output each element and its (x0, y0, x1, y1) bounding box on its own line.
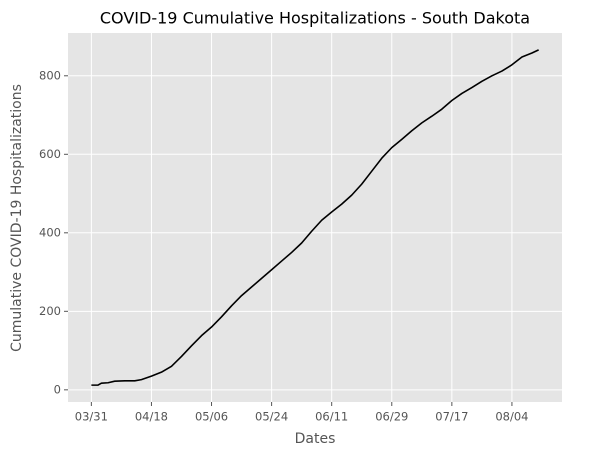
y-tick-label: 600 (39, 147, 61, 161)
x-tick-label: 05/06 (195, 410, 228, 424)
x-tick-label: 05/24 (255, 410, 288, 424)
x-tick-label: 07/17 (435, 410, 468, 424)
x-tick-label: 03/31 (75, 410, 108, 424)
x-axis-label: Dates (295, 431, 336, 447)
y-tick-label: 800 (39, 68, 61, 82)
plot-area (68, 33, 562, 402)
x-tick-label: 06/29 (375, 410, 408, 424)
x-tick-label: 08/04 (495, 410, 528, 424)
y-axis-label: Cumulative COVID-19 Hospitalizations (9, 84, 25, 352)
y-tick-label: 200 (39, 304, 61, 318)
line-series (91, 49, 539, 386)
y-tick-label: 0 (54, 382, 61, 396)
y-tick-label: 400 (39, 225, 61, 239)
chart-title: COVID-19 Cumulative Hospitalizations - S… (100, 9, 530, 28)
x-tick-label: 04/18 (135, 410, 168, 424)
x-tick-label: 06/11 (315, 410, 348, 424)
